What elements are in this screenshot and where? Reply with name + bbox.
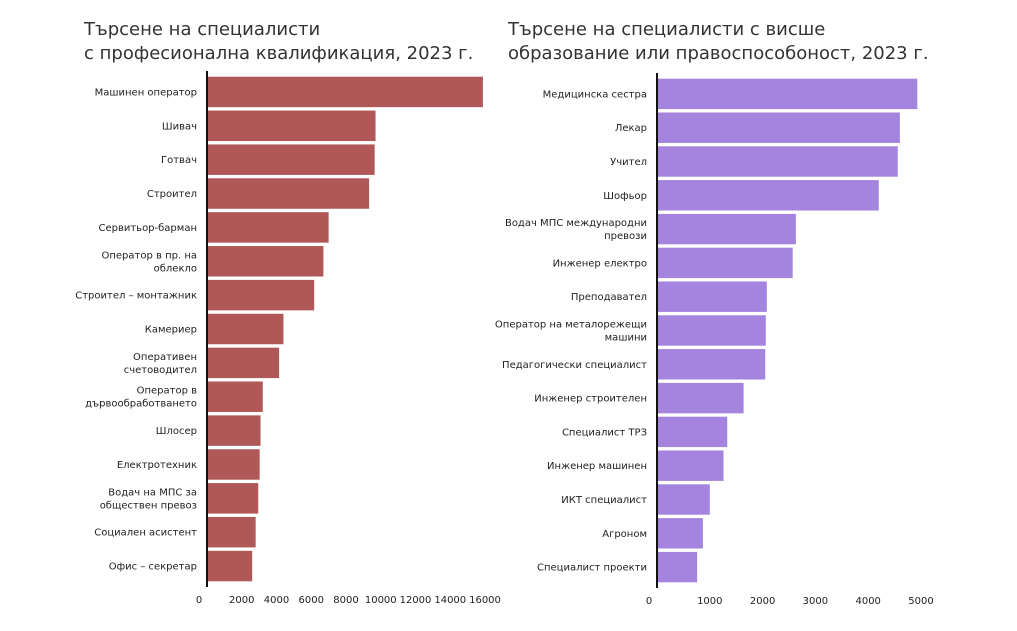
bar bbox=[657, 213, 796, 245]
bar bbox=[207, 449, 260, 480]
category-label: Офис – секретар bbox=[109, 562, 197, 573]
bar bbox=[657, 450, 724, 481]
x-tick-label: 4000 bbox=[855, 596, 880, 607]
chart-title-line: Търсене на специалисти с висше bbox=[508, 19, 826, 40]
category-label: Сервитьор-барман bbox=[98, 223, 197, 234]
bar bbox=[207, 483, 259, 514]
x-tick-label: 1000 bbox=[697, 596, 722, 607]
category-label: Инженер електро bbox=[553, 258, 647, 269]
category-label: Специалист проекти bbox=[537, 563, 647, 574]
category-label: Шофьор bbox=[603, 191, 647, 202]
x-tick-label: 0 bbox=[196, 595, 202, 606]
category-label: ИКТ специалист bbox=[561, 495, 647, 506]
chart-title-line: Търсене на специалисти bbox=[84, 19, 321, 40]
x-tick-label: 2000 bbox=[750, 596, 775, 607]
bar bbox=[207, 212, 329, 243]
bar bbox=[207, 381, 263, 412]
bar bbox=[207, 550, 253, 582]
bar bbox=[657, 112, 900, 143]
category-label: Водач МПС международни превози bbox=[505, 218, 647, 242]
bar bbox=[657, 281, 767, 312]
bar bbox=[657, 484, 710, 515]
category-label: Машинен оператор bbox=[95, 87, 197, 98]
category-label: Строител bbox=[147, 189, 197, 200]
x-tick-label: 5000 bbox=[908, 596, 933, 607]
bar bbox=[657, 315, 766, 346]
category-label: Лекар bbox=[615, 123, 647, 134]
bar bbox=[657, 416, 728, 448]
category-label: Оператор на металорежещи машини bbox=[495, 320, 647, 344]
category-label: Социален асистент bbox=[94, 528, 197, 539]
x-tick-label: 4000 bbox=[264, 595, 289, 606]
category-label: Медицинска сестра bbox=[543, 89, 647, 100]
category-label: Водач на МПС за обществен превоз bbox=[100, 487, 197, 511]
category-label: Шивач bbox=[162, 121, 197, 132]
category-label: Специалист ТРЗ bbox=[562, 427, 647, 438]
x-tick-label: 3000 bbox=[803, 596, 828, 607]
bar bbox=[207, 144, 375, 175]
category-label: Готвач bbox=[161, 155, 197, 166]
bar bbox=[657, 180, 879, 211]
bar bbox=[207, 279, 315, 311]
x-tick-label: 10000 bbox=[365, 595, 397, 606]
category-label: Агроном bbox=[602, 529, 647, 540]
x-tick-label: 14000 bbox=[434, 595, 466, 606]
bar bbox=[207, 178, 370, 209]
bar bbox=[657, 247, 793, 279]
x-tick-label: 12000 bbox=[400, 595, 432, 606]
chart-title-professional-qualification: Търсене на специалисти с професионална к… bbox=[84, 18, 473, 66]
bar bbox=[207, 347, 280, 379]
bar bbox=[657, 78, 918, 110]
x-tick-label: 6000 bbox=[299, 595, 324, 606]
bar bbox=[657, 518, 703, 549]
bar bbox=[207, 110, 376, 142]
category-label: Преподавател bbox=[571, 292, 647, 303]
chart-title-higher-education: Търсене на специалисти с висше образован… bbox=[508, 18, 929, 66]
category-label: Учител bbox=[610, 157, 647, 168]
x-tick-label: 16000 bbox=[469, 595, 501, 606]
bar bbox=[657, 349, 766, 380]
bar bbox=[207, 313, 284, 345]
category-label: Оператор в дървообработването bbox=[85, 386, 197, 410]
x-tick-label: 2000 bbox=[229, 595, 254, 606]
category-label: Шлосер bbox=[156, 426, 197, 437]
bar-chart-professional-qualification: Машинен оператор Шивач Готвач Строител Серви… bbox=[75, 71, 501, 606]
bar-chart-higher-education: Медицинска сестра Лекар Учител Шофьор Водач … bbox=[495, 73, 934, 607]
category-label: Оперативен счетоводител bbox=[124, 352, 197, 376]
category-label: Инженер машинен bbox=[547, 461, 647, 472]
bar bbox=[207, 246, 324, 277]
x-tick-label: 0 bbox=[646, 596, 652, 607]
category-label: Инженер строителен bbox=[534, 394, 647, 405]
bar bbox=[207, 415, 261, 446]
chart-title-line: с професионална квалификация, 2023 г. bbox=[84, 43, 474, 64]
category-label: Камериер bbox=[145, 325, 197, 336]
bar bbox=[657, 146, 898, 177]
category-label: Електротехник bbox=[117, 460, 197, 471]
bar bbox=[657, 382, 744, 414]
category-label: Строител – монтажник bbox=[75, 291, 197, 302]
chart-title-line: образование или правоспособоност, 2023 г… bbox=[508, 43, 929, 64]
category-label: Оператор в пр. на облекло bbox=[102, 250, 198, 274]
bar bbox=[207, 516, 256, 548]
bar bbox=[657, 551, 698, 583]
category-label: Педагогически специалист bbox=[502, 360, 647, 371]
x-tick-label: 8000 bbox=[333, 595, 358, 606]
bar bbox=[207, 76, 483, 108]
